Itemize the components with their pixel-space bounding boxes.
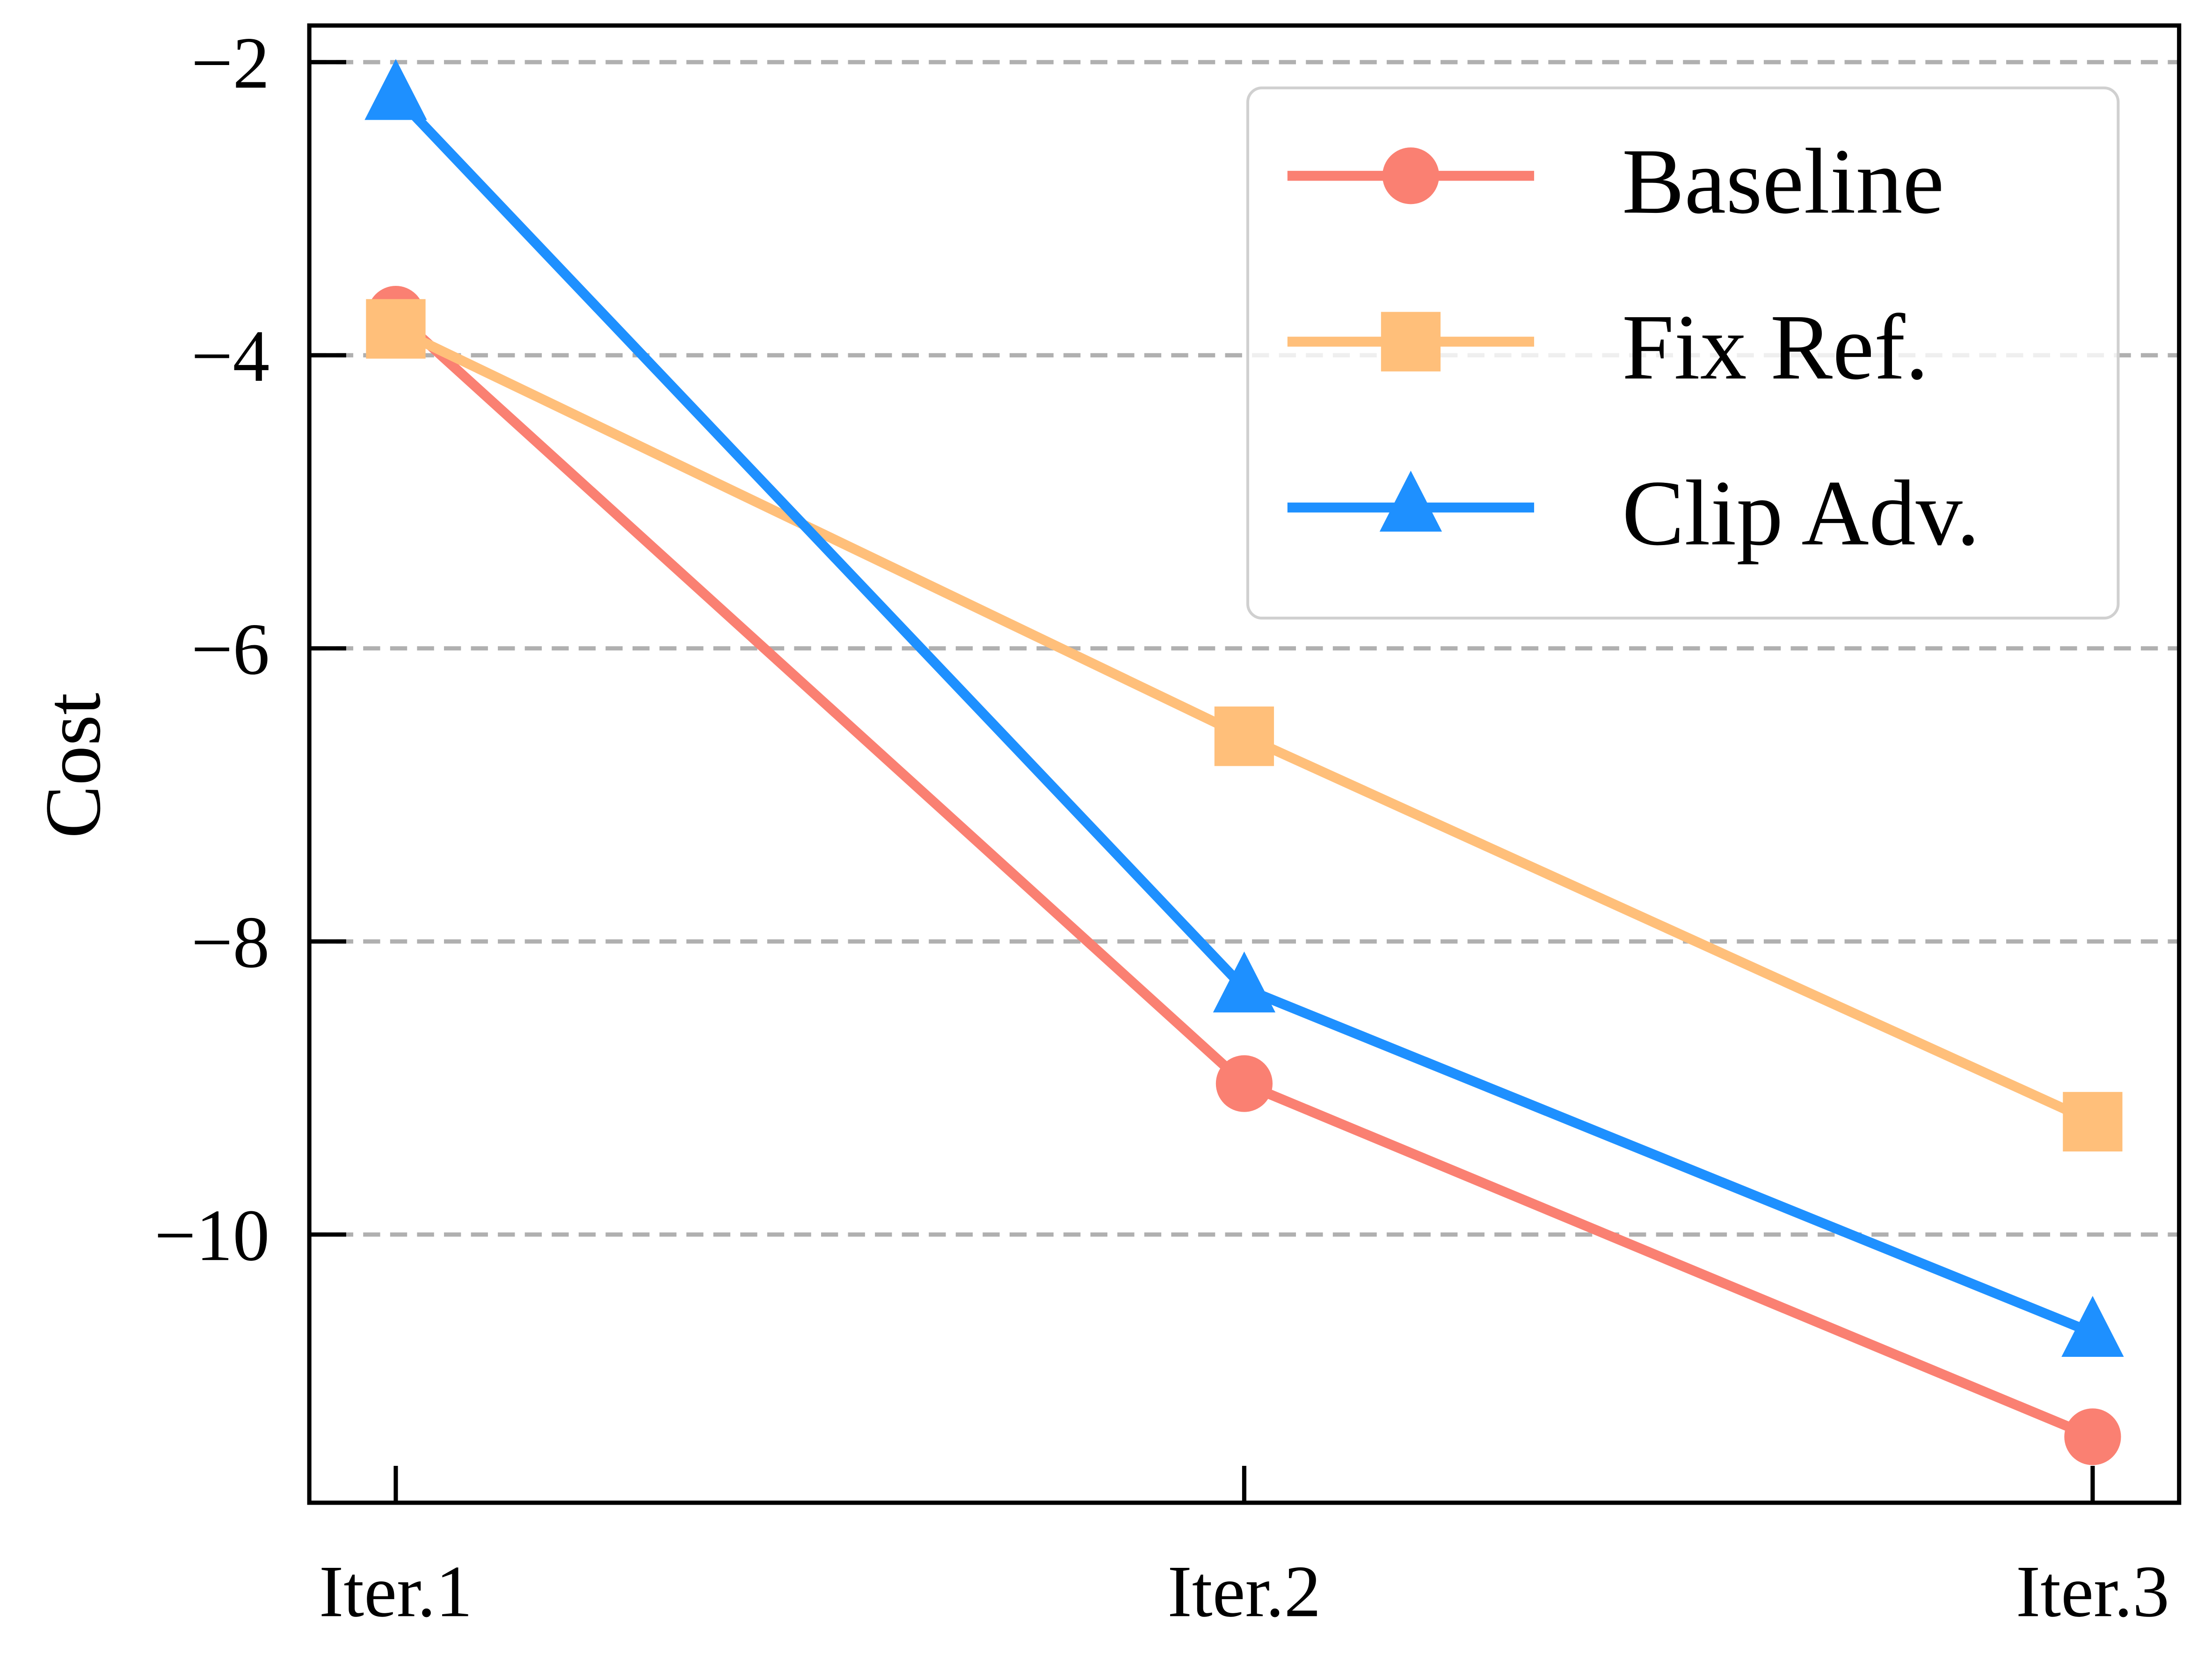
y-tick-label: −8 (191, 902, 270, 983)
y-tick-label: −2 (191, 22, 270, 104)
legend-marker-fix-ref (1381, 312, 1441, 371)
legend-label-fix-ref: Fix Ref. (1622, 296, 1928, 399)
legend-label-clip-adv: Clip Adv. (1622, 462, 1980, 565)
y-tick-label: −4 (191, 316, 270, 397)
y-tick-label: −10 (154, 1195, 269, 1276)
y-axis-label: Cost (29, 693, 117, 838)
data-point-clip-adv (364, 59, 427, 120)
data-point-fix-ref (2063, 1092, 2123, 1152)
series-markers (364, 59, 2124, 1465)
axis-ticks: −2 −4 −6 −8 −10 Iter.1 Iter.2 Iter.3 (154, 22, 2169, 1632)
legend-marker-clip-adv (1379, 470, 1442, 532)
data-point-fix-ref (366, 299, 426, 359)
data-point-fix-ref (1214, 706, 1274, 766)
y-tick-label: −6 (191, 609, 270, 690)
x-tick-label: Iter.3 (2016, 1551, 2169, 1632)
legend-marker-baseline (1382, 147, 1440, 204)
legend: Baseline Fix Ref. Clip Adv. (1246, 86, 2120, 620)
x-tick-label: Iter.2 (1167, 1551, 1321, 1632)
data-point-clip-adv (2061, 1296, 2124, 1357)
x-tick-label: Iter.1 (319, 1551, 473, 1632)
legend-label-baseline: Baseline (1622, 130, 1944, 233)
data-point-baseline (2064, 1408, 2121, 1465)
grid-lines (309, 60, 2179, 1237)
data-point-clip-adv (1213, 951, 1276, 1012)
data-point-baseline (1215, 1055, 1273, 1112)
legend-frame (1246, 86, 2120, 620)
